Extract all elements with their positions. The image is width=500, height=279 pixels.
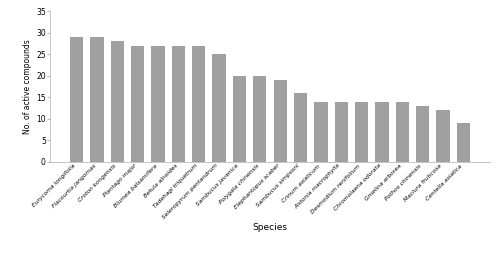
Y-axis label: No. of active compounds: No. of active compounds [23, 39, 32, 134]
Bar [294, 93, 307, 162]
Bar [436, 110, 450, 162]
Bar [233, 76, 246, 162]
Bar [212, 54, 226, 162]
Bar [416, 106, 430, 162]
X-axis label: Species: Species [252, 223, 288, 232]
Bar [253, 76, 266, 162]
Bar [396, 102, 409, 162]
Bar [334, 102, 348, 162]
Bar [152, 45, 164, 162]
Bar [70, 37, 83, 162]
Bar [172, 45, 185, 162]
Bar [192, 45, 205, 162]
Bar [314, 102, 328, 162]
Bar [355, 102, 368, 162]
Bar [274, 80, 287, 162]
Bar [90, 37, 104, 162]
Bar [131, 45, 144, 162]
Bar [110, 41, 124, 162]
Bar [457, 123, 470, 162]
Bar [376, 102, 388, 162]
